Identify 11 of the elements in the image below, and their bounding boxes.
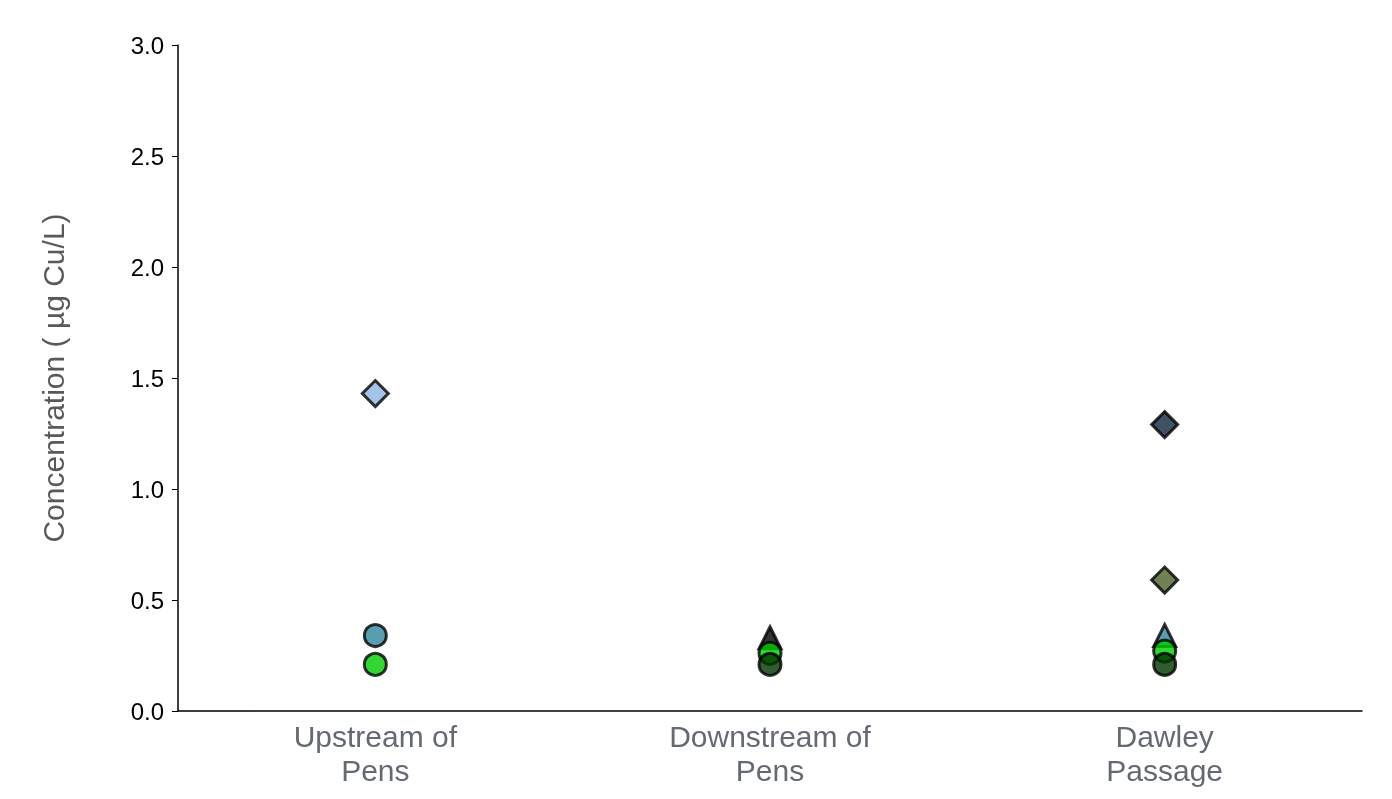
x-tick-label: Dawley Passage [1106, 719, 1224, 787]
y-axis-title: Concentration ( µg Cu/L) [36, 213, 70, 543]
x-tick-label: Downstream of Pens [669, 719, 872, 787]
y-tick-label: 0.5 [130, 586, 164, 614]
y-tick-label: 3.0 [130, 31, 164, 59]
y-tick-label: 1.5 [130, 364, 164, 392]
x-tick-label: Upstream of Pens [293, 719, 458, 787]
y-tick-label: 2.5 [130, 142, 164, 170]
y-tick-label: 0.0 [130, 697, 164, 725]
y-tick-label: 2.0 [130, 253, 164, 281]
y-tick-label: 1.0 [130, 475, 164, 503]
